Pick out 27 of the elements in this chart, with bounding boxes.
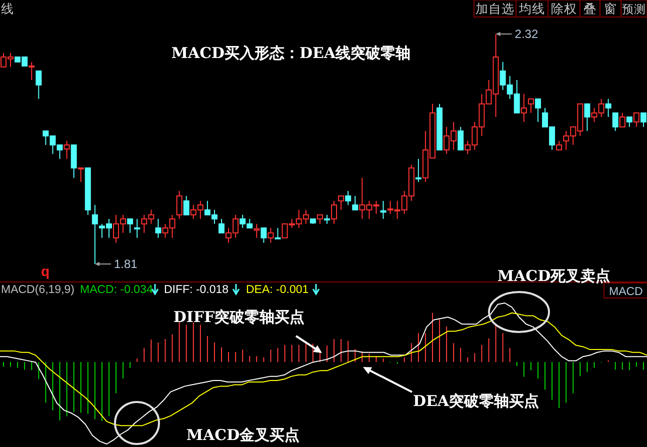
candlestick bbox=[134, 218, 140, 238]
text: 除权 bbox=[551, 2, 577, 16]
candlestick bbox=[92, 204, 98, 264]
text: MACD买入形态：DEA线突破零轴 bbox=[171, 44, 411, 62]
text: 线 bbox=[1, 2, 14, 16]
text: MACD bbox=[609, 286, 643, 298]
text: 均线 bbox=[518, 2, 545, 16]
candlestick bbox=[254, 223, 260, 238]
annotation: MACD金叉买点 bbox=[186, 426, 300, 444]
candlestick bbox=[268, 227, 274, 244]
text: DIFF: -0.018 bbox=[164, 284, 229, 296]
text: MACD: -0.034 bbox=[80, 284, 154, 296]
candlestick bbox=[380, 200, 386, 220]
candlestick bbox=[605, 98, 612, 118]
text: DEA: -0.001 bbox=[246, 284, 309, 296]
candlestick bbox=[155, 218, 162, 238]
annotation: DIFF突破零轴买点 bbox=[173, 308, 305, 326]
text: MACD死叉卖点 bbox=[497, 267, 611, 285]
text: 叠 bbox=[584, 2, 596, 16]
annotation: 2.32 bbox=[514, 27, 538, 41]
candlestick bbox=[520, 93, 527, 122]
legend-title: MACD(6,19,9) bbox=[1, 284, 75, 296]
annotation: q bbox=[41, 263, 50, 279]
annotation: 1.81 bbox=[114, 257, 138, 271]
annotation: DEA突破零轴买点 bbox=[412, 392, 540, 410]
text: 预测 bbox=[622, 3, 646, 16]
text: 窗 bbox=[604, 1, 617, 16]
